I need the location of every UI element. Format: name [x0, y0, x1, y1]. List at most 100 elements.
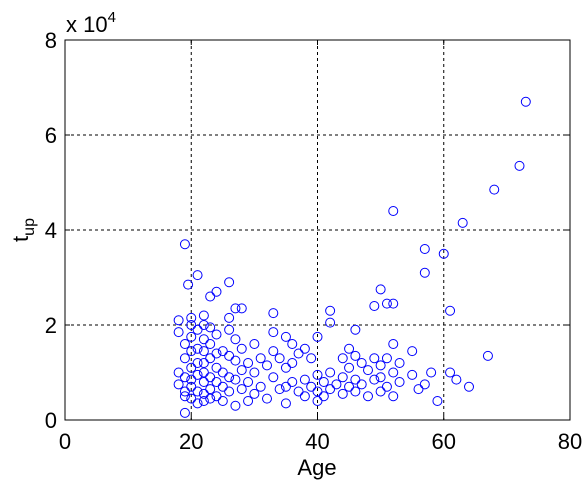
point — [419, 244, 430, 254]
point — [192, 369, 203, 380]
point — [520, 96, 531, 107]
point — [217, 346, 228, 357]
y-multiplier-base: x 10 — [66, 12, 108, 37]
point — [394, 358, 405, 368]
y-label-sub: up — [21, 218, 38, 236]
point — [482, 350, 493, 361]
point — [432, 396, 443, 406]
point — [249, 388, 260, 399]
point — [375, 284, 386, 295]
point — [217, 367, 228, 378]
point — [211, 286, 222, 297]
point — [514, 160, 525, 171]
point — [445, 305, 456, 316]
point — [224, 312, 235, 323]
point — [299, 374, 310, 385]
point — [287, 377, 298, 387]
point — [186, 362, 197, 373]
point — [381, 353, 392, 364]
point — [426, 367, 437, 378]
y-tick-label: 0 — [45, 408, 57, 433]
point — [356, 358, 367, 368]
y-multiplier: x 104 — [66, 9, 116, 37]
point — [192, 358, 203, 368]
point — [388, 298, 399, 309]
point — [287, 358, 298, 368]
point — [337, 372, 348, 383]
point — [350, 324, 361, 335]
point — [236, 343, 247, 354]
point — [211, 329, 222, 340]
point — [186, 346, 197, 357]
point — [186, 381, 197, 392]
point — [249, 339, 260, 349]
point — [262, 360, 272, 371]
x-tick-label: 80 — [558, 429, 582, 454]
point — [325, 384, 336, 395]
point — [312, 331, 323, 342]
point — [179, 339, 190, 349]
point — [293, 348, 304, 359]
point — [186, 312, 197, 323]
point — [255, 353, 266, 364]
point — [224, 324, 235, 335]
point — [205, 291, 216, 302]
point — [419, 379, 430, 390]
point — [381, 298, 392, 309]
point — [205, 339, 216, 349]
point — [186, 320, 197, 330]
point — [445, 367, 456, 378]
point — [179, 239, 190, 250]
point — [363, 365, 373, 376]
y-tick-label: 6 — [45, 123, 57, 148]
point — [192, 270, 203, 281]
y-tick-label: 4 — [45, 218, 57, 243]
point — [280, 381, 291, 392]
point — [287, 339, 298, 349]
point — [375, 360, 386, 371]
point — [255, 381, 266, 392]
point — [363, 391, 373, 402]
point — [413, 384, 424, 395]
point — [230, 303, 241, 314]
point — [198, 377, 209, 387]
point — [186, 374, 197, 385]
point — [198, 334, 209, 345]
y-axis-label: tup — [8, 218, 38, 242]
point — [230, 374, 241, 385]
point — [173, 367, 184, 378]
point — [344, 343, 355, 354]
point — [268, 327, 279, 338]
point — [438, 248, 449, 259]
point — [312, 369, 323, 380]
point — [388, 339, 399, 349]
point — [388, 391, 399, 402]
point — [337, 388, 348, 399]
point — [173, 315, 184, 326]
point — [230, 400, 241, 411]
point — [407, 346, 418, 357]
point — [262, 393, 272, 404]
point — [224, 386, 235, 397]
y-tick-label: 8 — [45, 28, 57, 53]
y-label-main: t — [8, 236, 33, 242]
point — [369, 353, 380, 364]
point — [173, 379, 184, 390]
point — [464, 381, 474, 392]
x-axis-label: Age — [297, 455, 336, 480]
point — [344, 381, 355, 392]
point — [369, 301, 380, 311]
point — [356, 379, 367, 390]
point — [236, 303, 247, 314]
point — [198, 388, 209, 399]
point — [186, 393, 197, 404]
point — [198, 396, 209, 406]
point — [249, 367, 260, 378]
x-tick-label: 0 — [59, 429, 71, 454]
point — [350, 374, 361, 385]
point — [299, 391, 310, 402]
point — [350, 386, 361, 397]
point — [325, 317, 336, 328]
point — [224, 372, 235, 383]
